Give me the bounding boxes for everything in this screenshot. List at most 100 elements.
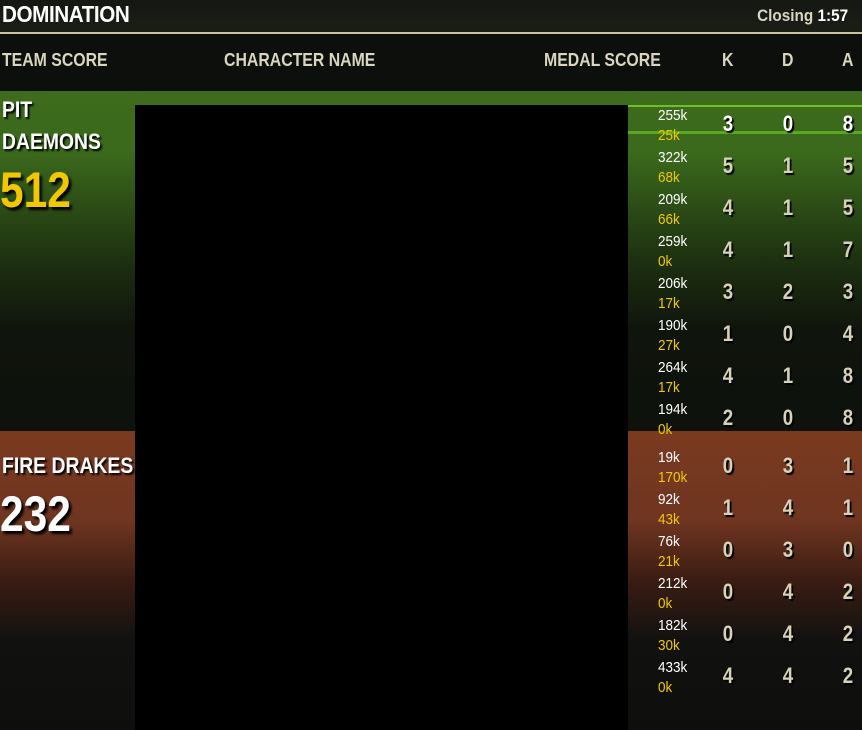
team-name: FIRE DRAKES [2, 453, 134, 478]
team-name-line1: PIT [2, 97, 33, 122]
assists: 4 [842, 321, 854, 346]
player-row[interactable]: 194k 0k 2 0 8 [628, 399, 862, 441]
deaths: 3 [782, 453, 794, 478]
player-row[interactable]: 433k 0k 4 4 2 [628, 657, 862, 699]
character-names-redacted [135, 105, 628, 730]
healing-score: 0k [658, 253, 673, 270]
deaths: 1 [782, 237, 794, 262]
damage-score: 255k [658, 107, 688, 124]
player-row[interactable]: 76k 21k 0 3 0 [628, 531, 862, 573]
healing-score: 17k [658, 295, 680, 312]
column-character-name: CHARACTER NAME [224, 50, 376, 70]
header-divider [0, 32, 862, 34]
deaths: 4 [782, 495, 794, 520]
healing-score: 66k [658, 211, 680, 228]
mode-title: DOMINATION [2, 1, 130, 27]
kills: 0 [722, 579, 734, 604]
deaths: 0 [782, 405, 794, 430]
player-row[interactable]: 92k 43k 1 4 1 [628, 489, 862, 531]
team-score: 512 [0, 162, 71, 218]
healing-score: 27k [658, 337, 680, 354]
deaths: 4 [782, 621, 794, 646]
damage-score: 259k [658, 233, 688, 250]
assists: 8 [842, 405, 854, 430]
deaths: 1 [782, 195, 794, 220]
assists: 7 [842, 237, 854, 262]
player-row[interactable]: 182k 30k 0 4 2 [628, 615, 862, 657]
top-bar: DOMINATION Closing 1:57 [0, 0, 862, 32]
deaths: 4 [782, 579, 794, 604]
assists: 5 [842, 195, 854, 220]
assists: 1 [842, 453, 854, 478]
assists: 5 [842, 153, 854, 178]
damage-score: 182k [658, 617, 688, 634]
column-deaths: D [782, 50, 794, 70]
damage-score: 212k [658, 575, 688, 592]
kills: 4 [722, 363, 734, 388]
player-row[interactable]: 19k 170k 0 3 1 [628, 447, 862, 489]
damage-score: 19k [658, 449, 680, 466]
assists: 2 [842, 579, 854, 604]
damage-score: 206k [658, 275, 688, 292]
kills: 1 [722, 495, 734, 520]
column-assists: A [842, 50, 854, 70]
player-row[interactable]: 322k 68k 5 1 5 [628, 147, 862, 189]
kills: 2 [722, 405, 734, 430]
damage-score: 433k [658, 659, 688, 676]
damage-score: 194k [658, 401, 688, 418]
healing-score: 17k [658, 379, 680, 396]
healing-score: 170k [658, 469, 688, 486]
kills: 0 [722, 453, 734, 478]
deaths: 0 [782, 111, 794, 136]
healing-score: 68k [658, 169, 680, 186]
self-row-highlight-bottom [628, 131, 862, 134]
kills: 1 [722, 321, 734, 346]
assists: 1 [842, 495, 854, 520]
player-row[interactable]: 212k 0k 0 4 2 [628, 573, 862, 615]
assists: 3 [842, 279, 854, 304]
player-row[interactable]: 190k 27k 1 0 4 [628, 315, 862, 357]
assists: 0 [842, 537, 854, 562]
player-row[interactable]: 264k 17k 4 1 8 [628, 357, 862, 399]
player-row[interactable]: 255k 25k 3 0 8 [628, 105, 862, 147]
kills: 3 [722, 111, 734, 136]
column-team-score: TEAM SCORE [2, 50, 108, 70]
kills: 4 [722, 663, 734, 688]
assists: 2 [842, 621, 854, 646]
damage-score: 264k [658, 359, 688, 376]
damage-score: 209k [658, 191, 688, 208]
closing-label: Closing [757, 6, 814, 25]
damage-score: 190k [658, 317, 688, 334]
healing-score: 25k [658, 127, 680, 144]
kills: 4 [722, 237, 734, 262]
closing-timer: Closing 1:57 [757, 6, 848, 26]
team-score: 232 [0, 486, 71, 542]
deaths: 1 [782, 363, 794, 388]
assists: 8 [842, 363, 854, 388]
player-row[interactable]: 206k 17k 3 2 3 [628, 273, 862, 315]
deaths: 1 [782, 153, 794, 178]
healing-score: 0k [658, 595, 673, 612]
kills: 3 [722, 279, 734, 304]
deaths: 0 [782, 321, 794, 346]
deaths: 4 [782, 663, 794, 688]
kills: 0 [722, 537, 734, 562]
damage-score: 322k [658, 149, 688, 166]
player-row[interactable]: 209k 66k 4 1 5 [628, 189, 862, 231]
healing-score: 43k [658, 511, 680, 528]
player-row[interactable]: 259k 0k 4 1 7 [628, 231, 862, 273]
kills: 0 [722, 621, 734, 646]
damage-score: 76k [658, 533, 680, 550]
damage-score: 92k [658, 491, 680, 508]
self-row-highlight-top [628, 105, 862, 107]
column-medal-score: MEDAL SCORE [544, 50, 661, 70]
healing-score: 30k [658, 637, 680, 654]
healing-score: 21k [658, 553, 680, 570]
closing-time: 1:57 [817, 6, 848, 25]
assists: 2 [842, 663, 854, 688]
column-kills: K [722, 50, 734, 70]
kills: 4 [722, 195, 734, 220]
healing-score: 0k [658, 421, 673, 438]
kills: 5 [722, 153, 734, 178]
team-name-line2: DAEMONS [2, 129, 101, 154]
